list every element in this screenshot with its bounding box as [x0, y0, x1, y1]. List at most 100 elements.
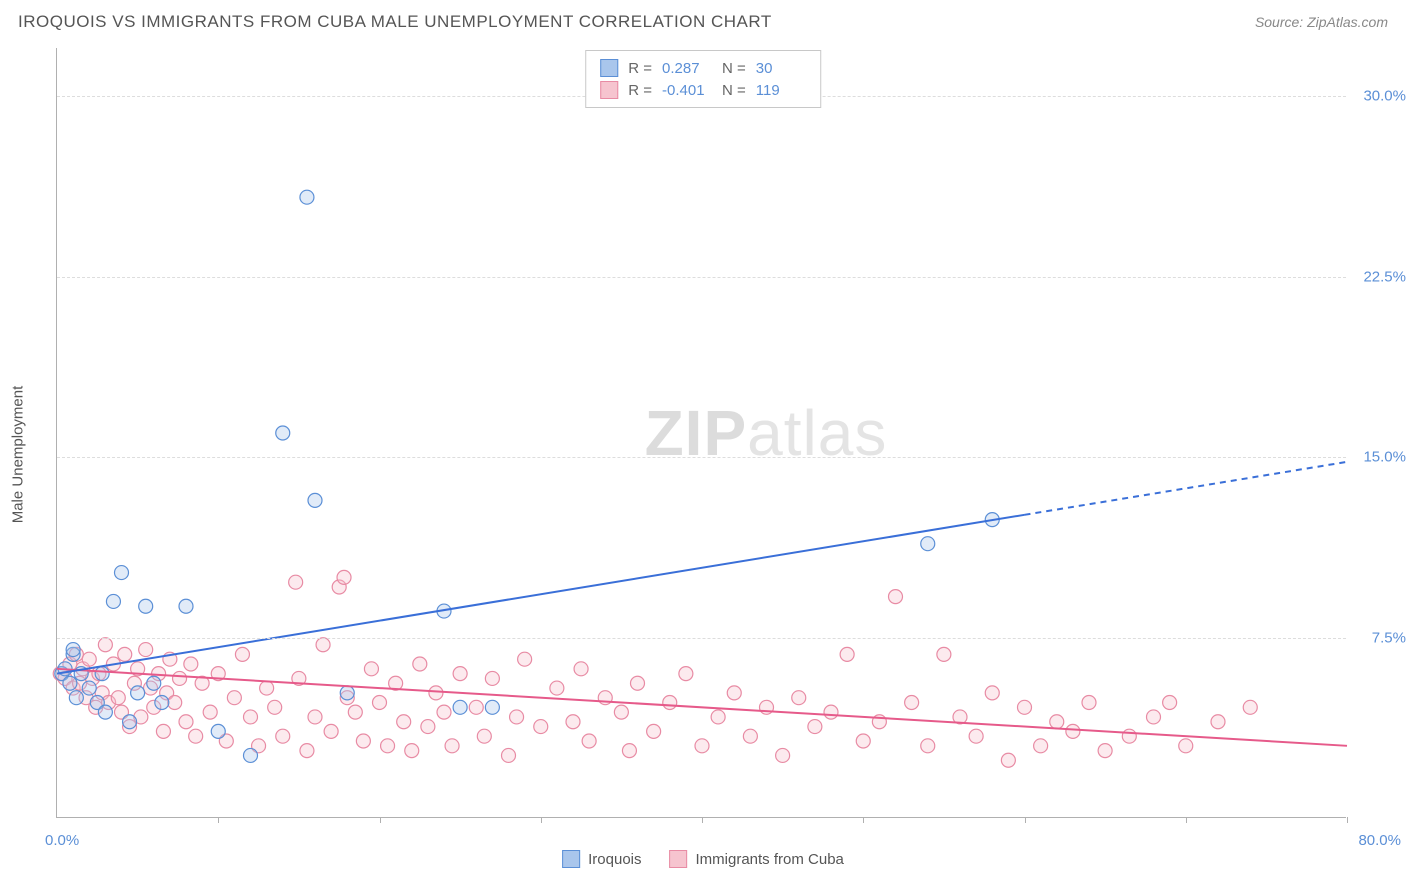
- scatter-point: [184, 657, 198, 671]
- x-tick: [1347, 817, 1348, 823]
- trend-line: [1025, 462, 1348, 515]
- x-tick: [218, 817, 219, 823]
- scatter-point: [95, 667, 109, 681]
- scatter-point: [1179, 739, 1193, 753]
- scatter-point: [381, 739, 395, 753]
- scatter-point: [115, 566, 129, 580]
- stat-r-val-0: 0.287: [662, 60, 712, 77]
- scatter-point: [69, 691, 83, 705]
- y-tick-label: 15.0%: [1351, 449, 1406, 466]
- x-tick: [863, 817, 864, 823]
- scatter-point: [139, 643, 153, 657]
- scatter-point: [373, 696, 387, 710]
- x-tick: [380, 817, 381, 823]
- scatter-point: [118, 647, 132, 661]
- scatter-point: [397, 715, 411, 729]
- gridline: [57, 277, 1346, 278]
- scatter-point: [921, 537, 935, 551]
- scatter-point: [840, 647, 854, 661]
- scatter-point: [340, 686, 354, 700]
- scatter-point: [211, 724, 225, 738]
- y-tick-label: 30.0%: [1351, 88, 1406, 105]
- scatter-point: [168, 696, 182, 710]
- scatter-point: [429, 686, 443, 700]
- scatter-point: [582, 734, 596, 748]
- scatter-point: [276, 729, 290, 743]
- scatter-point: [622, 744, 636, 758]
- stat-n-val-0: 30: [756, 60, 806, 77]
- stats-legend: R = 0.287 N = 30 R = -0.401 N = 119: [585, 50, 821, 108]
- scatter-point: [1243, 700, 1257, 714]
- scatter-point: [179, 715, 193, 729]
- legend-label-0: Iroquois: [588, 851, 641, 868]
- scatter-point: [421, 720, 435, 734]
- scatter-point: [203, 705, 217, 719]
- scatter-point: [518, 652, 532, 666]
- scatter-point: [647, 724, 661, 738]
- trend-line: [57, 669, 1347, 746]
- scatter-point: [155, 696, 169, 710]
- scatter-point: [808, 720, 822, 734]
- scatter-point: [679, 667, 693, 681]
- scatter-point: [147, 676, 161, 690]
- scatter-point: [937, 647, 951, 661]
- legend-label-1: Immigrants from Cuba: [696, 851, 844, 868]
- scatter-point: [300, 744, 314, 758]
- scatter-point: [244, 710, 258, 724]
- scatter-point: [1001, 753, 1015, 767]
- x-origin-label: 0.0%: [45, 832, 79, 849]
- scatter-point: [1098, 744, 1112, 758]
- title-bar: IROQUOIS VS IMMIGRANTS FROM CUBA MALE UN…: [18, 12, 1388, 32]
- scatter-point: [227, 691, 241, 705]
- scatter-point: [98, 705, 112, 719]
- scatter-point: [743, 729, 757, 743]
- scatter-point: [1050, 715, 1064, 729]
- scatter-point: [792, 691, 806, 705]
- scatter-point: [413, 657, 427, 671]
- x-tick: [1186, 817, 1187, 823]
- scatter-point: [364, 662, 378, 676]
- swatch-series-1: [600, 81, 618, 99]
- plot-area: ZIPatlas 0.0% 80.0% 7.5%15.0%22.5%30.0%: [56, 48, 1346, 818]
- scatter-point: [131, 686, 145, 700]
- scatter-point: [1066, 724, 1080, 738]
- scatter-point: [189, 729, 203, 743]
- stat-n-label-1: N =: [722, 82, 746, 99]
- gridline: [57, 457, 1346, 458]
- bottom-legend: Iroquois Immigrants from Cuba: [562, 850, 844, 868]
- scatter-point: [268, 700, 282, 714]
- y-axis-label: Male Unemployment: [10, 386, 27, 524]
- scatter-point: [711, 710, 725, 724]
- scatter-point: [485, 700, 499, 714]
- scatter-point: [244, 748, 258, 762]
- scatter-point: [260, 681, 274, 695]
- x-tick: [1025, 817, 1026, 823]
- legend-swatch-0: [562, 850, 580, 868]
- scatter-point: [534, 720, 548, 734]
- scatter-point: [1211, 715, 1225, 729]
- scatter-point: [663, 696, 677, 710]
- legend-swatch-1: [670, 850, 688, 868]
- scatter-point: [824, 705, 838, 719]
- scatter-point: [123, 715, 137, 729]
- scatter-point: [66, 643, 80, 657]
- scatter-point: [98, 638, 112, 652]
- legend-item-1: Immigrants from Cuba: [670, 850, 844, 868]
- scatter-point: [727, 686, 741, 700]
- stat-r-val-1: -0.401: [662, 82, 712, 99]
- scatter-point: [856, 734, 870, 748]
- scatter-point: [348, 705, 362, 719]
- scatter-point: [1034, 739, 1048, 753]
- scatter-point: [510, 710, 524, 724]
- scatter-point: [308, 710, 322, 724]
- scatter-point: [550, 681, 564, 695]
- scatter-point: [985, 686, 999, 700]
- x-max-label: 80.0%: [1358, 832, 1401, 849]
- scatter-point: [574, 662, 588, 676]
- scatter-point: [453, 667, 467, 681]
- scatter-point: [695, 739, 709, 753]
- scatter-point: [82, 681, 96, 695]
- scatter-point: [106, 594, 120, 608]
- trend-line: [57, 515, 1025, 674]
- chart-container: IROQUOIS VS IMMIGRANTS FROM CUBA MALE UN…: [0, 0, 1406, 892]
